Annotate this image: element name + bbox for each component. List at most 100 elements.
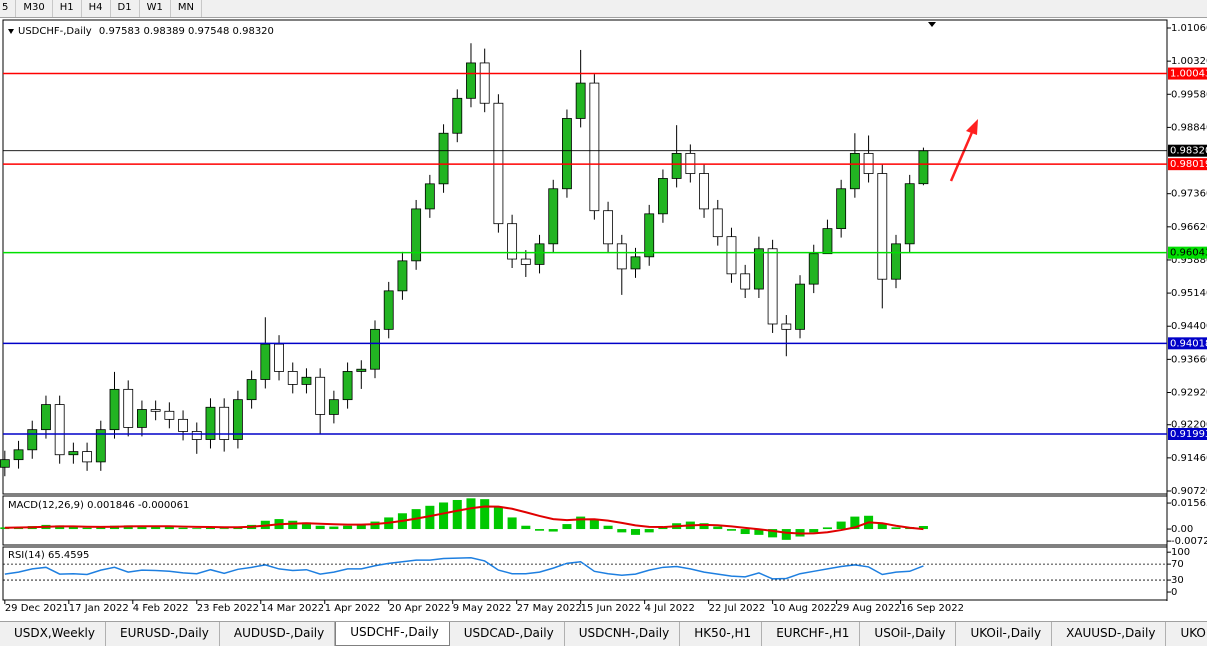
candle-body [548,188,559,245]
macd-bar [891,527,901,530]
x-tick-label: 20 Apr 2022 [389,603,451,614]
candle-body [918,150,929,185]
macd-bar [589,519,599,530]
candle-body [438,132,449,185]
macd-bar [370,521,380,530]
chart: USDCHF-,Daily 0.97583 0.98389 0.97548 0.… [0,19,1207,614]
candle-body [342,371,353,401]
chart-tab[interactable]: EURCHF-,H1 [762,622,861,646]
rsi-title: RSI(14) [8,550,45,561]
candle-body [808,253,819,285]
high-value: 0.98389 [143,26,184,37]
macd-bar [617,529,627,533]
x-tick-label: 23 Feb 2022 [197,603,259,614]
candle-body [246,379,257,401]
candle-body [424,183,435,210]
candle-body [849,152,860,190]
candle-body [397,260,408,292]
timeframe-button[interactable]: D1 [111,0,140,17]
candle-body [877,173,888,280]
chart-tab[interactable]: USDCAD-,Daily [450,622,565,646]
macd-bar [850,516,860,530]
candle-body [274,343,284,372]
candle-body [562,118,572,190]
signal-line [4,505,924,535]
x-tick-label: 14 Mar 2022 [261,603,324,614]
arrow-shaft [949,129,975,182]
candle-body [383,290,394,330]
macd-bar [82,527,92,530]
current-price-box [1168,144,1207,157]
chart-tabs: USDX,Weekly EURUSD-,Daily AUDUSD-,Daily USD… [0,621,1207,646]
candle-body [13,449,24,461]
macd-bar [439,502,449,530]
macd-bar [877,523,887,530]
macd-bar [96,527,106,530]
macd-bar [535,529,545,531]
timeframe-button[interactable]: W1 [140,0,171,17]
candle-body [232,399,243,440]
candle-body [534,243,545,265]
candle-body [836,188,847,230]
timeframe-button[interactable]: M30 [16,0,53,17]
x-tick-label: 10 Aug 2022 [773,603,837,614]
macd-bar [781,529,791,540]
macd-bar [315,525,325,530]
chart-tab[interactable]: UKOil-,Da [1166,622,1207,646]
macd-bar [713,526,723,530]
chart-tab[interactable]: USDCNH-,Daily [565,622,681,646]
arrow [949,119,978,182]
level-label: 0.94018 [1170,338,1207,349]
chart-tab[interactable]: UKOil-,Daily [956,622,1053,646]
macd-bar [768,529,778,538]
timeframe-button[interactable]: H1 [53,0,82,17]
timeframe-button[interactable]: MN [171,0,202,17]
timeframe-button[interactable]: 5 [0,0,17,17]
macd-bar [507,517,517,530]
candle-body [411,208,422,262]
macd-bar [68,526,78,530]
macd-bar [603,525,613,530]
timeframe-button[interactable]: H4 [82,0,111,17]
level-label-box [1168,67,1207,80]
macd-bar [480,499,490,530]
macd-bar [658,527,668,530]
symbol: USDCHF-,Daily [18,26,92,37]
candle-body [589,82,600,212]
macd-bar [452,499,462,530]
x-tick-label: 27 May 2022 [517,603,582,614]
candle-body [219,406,230,440]
chart-tab[interactable]: USDCHF-,Daily [335,622,450,646]
candle-body [630,256,641,270]
rsi-line [4,557,924,580]
candle-body [260,343,271,380]
macd-bar [576,516,586,530]
macd-bar [754,529,764,535]
macd-bar [178,527,188,530]
chart-tab[interactable]: XAUUSD-,Daily [1052,622,1167,646]
x-tick-label: 1 Apr 2022 [325,603,380,614]
timeframe-toolbar: 5 M30 H1 H4 D1 W1 MN [0,0,1207,18]
signal-value: -0.000061 [138,500,189,511]
candle-body [657,178,668,215]
macd-bar [644,529,654,533]
y-tick-label: 0 [1171,587,1177,598]
macd-bar [301,522,311,530]
chart-tab[interactable]: USDX,Weekly [0,622,106,646]
macd-bar [343,525,353,530]
macd-bar [548,529,558,532]
macd-bar [164,526,174,530]
candle-body [328,399,339,415]
chart-tab[interactable]: HK50-,H1 [680,622,763,646]
chart-tab[interactable]: AUDUSD-,Daily [220,622,336,646]
macd-bar [0,527,10,530]
macd-bar [466,498,476,530]
chart-tab[interactable]: EURUSD-,Daily [106,622,220,646]
chart-tab[interactable]: USOil-,Daily [860,622,957,646]
